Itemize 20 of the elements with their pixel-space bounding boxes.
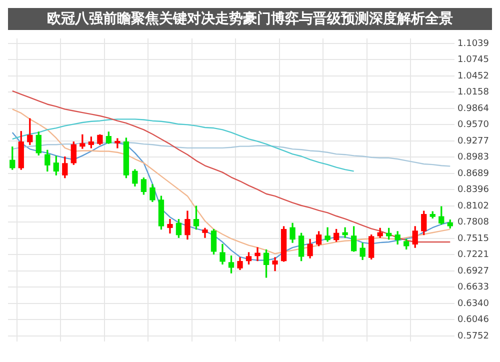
y-tick-label: 0.6927 xyxy=(458,266,490,276)
y-tick-label: 1.0158 xyxy=(458,88,490,98)
y-tick-label: 0.6340 xyxy=(458,298,490,309)
y-tick-label: 0.8396 xyxy=(458,185,490,196)
y-tick-label: 0.9864 xyxy=(458,104,490,114)
y-tick-label: 0.5752 xyxy=(458,331,490,342)
y-tick-label: 0.7221 xyxy=(458,250,490,260)
y-tick-label: 1.1039 xyxy=(458,38,490,49)
y-tick-label: 1.0452 xyxy=(458,71,490,82)
chart-title: 欧冠八强前瞻聚焦关键对决走势豪门博弈与晋级预测深度解析全景 xyxy=(8,8,492,30)
y-tick-label: 0.8689 xyxy=(458,168,490,179)
y-tick-label: 1.0745 xyxy=(458,55,490,66)
y-tick-label: 0.8983 xyxy=(458,152,490,163)
y-tick-label: 0.6633 xyxy=(458,282,490,293)
y-tick-label: 0.9277 xyxy=(458,136,490,146)
y-tick-label: 0.8102 xyxy=(458,201,490,212)
y-tick-label: 0.9570 xyxy=(458,120,490,130)
y-tick-label: 0.6046 xyxy=(458,315,490,326)
y-tick-label: 0.7808 xyxy=(458,218,490,228)
y-tick-label: 0.7515 xyxy=(458,234,490,244)
